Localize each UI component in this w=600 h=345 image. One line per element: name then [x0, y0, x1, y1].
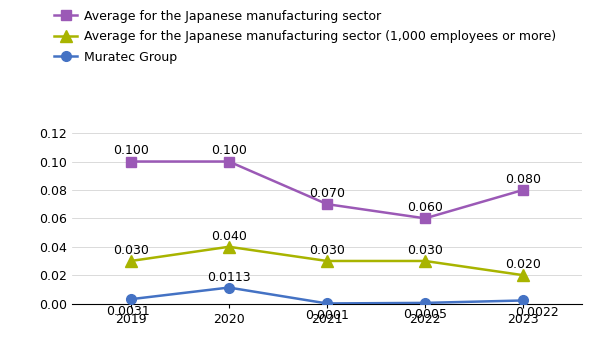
Text: 0.080: 0.080: [505, 173, 541, 186]
Text: 0.100: 0.100: [113, 144, 149, 157]
Text: 0.030: 0.030: [407, 244, 443, 257]
Legend: Average for the Japanese manufacturing sector, Average for the Japanese manufact: Average for the Japanese manufacturing s…: [54, 10, 556, 64]
Text: 0.030: 0.030: [309, 244, 345, 257]
Text: 0.0113: 0.0113: [207, 271, 251, 284]
Text: 0.0001: 0.0001: [305, 309, 349, 322]
Text: 0.0022: 0.0022: [515, 306, 559, 319]
Text: 0.060: 0.060: [407, 201, 443, 214]
Text: 0.020: 0.020: [505, 258, 541, 271]
Text: 0.030: 0.030: [113, 244, 149, 257]
Text: 0.070: 0.070: [309, 187, 345, 200]
Text: 0.0005: 0.0005: [403, 308, 447, 322]
Text: 0.040: 0.040: [211, 230, 247, 243]
Text: 0.0031: 0.0031: [106, 305, 150, 318]
Text: 0.100: 0.100: [211, 144, 247, 157]
